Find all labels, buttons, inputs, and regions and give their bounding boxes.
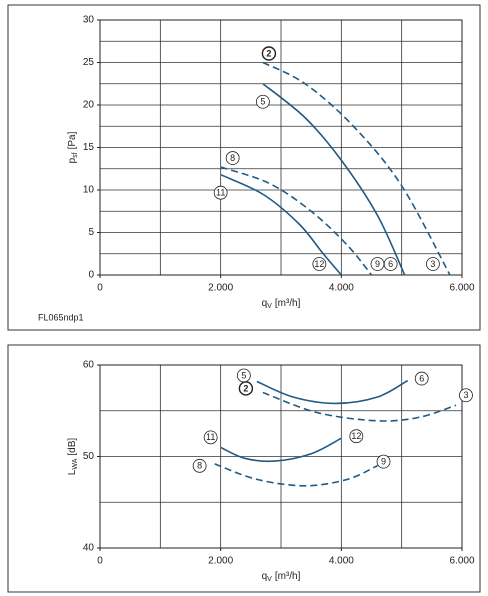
curve-label: 11 — [216, 188, 225, 198]
xlabel: qV [m³/h] — [262, 571, 301, 583]
curve-label-circle — [426, 257, 440, 271]
curve-label-circle — [225, 151, 240, 165]
panel-frame — [7, 344, 481, 593]
curve — [220, 166, 373, 276]
curve-label-circle — [414, 371, 429, 386]
x-tick-label: 2.000 — [208, 283, 233, 294]
curve-label: 8 — [230, 153, 235, 163]
ylabel-sub: WA — [72, 458, 79, 469]
curve-label: 2 — [266, 48, 271, 58]
y-tick-label: 0 — [88, 270, 94, 281]
curve-label: 8 — [197, 461, 202, 471]
curve-label: 3 — [430, 259, 435, 269]
xlabel-unit: [m³/h] — [275, 571, 301, 582]
figure-code: FL065ndp1 — [38, 312, 84, 322]
curve — [262, 61, 451, 276]
x-tick-label: 4.000 — [329, 283, 354, 294]
y-tick-label: 15 — [83, 142, 95, 153]
x-tick-label: 0 — [97, 556, 103, 567]
curve — [256, 379, 409, 405]
ylabel-unit: [Pa] — [67, 131, 78, 149]
ylabel-main: p — [67, 157, 78, 163]
y-tick-label: 25 — [83, 57, 95, 68]
y-tick-label: 20 — [83, 100, 95, 111]
curve-label-circle — [261, 46, 277, 61]
panel-frame — [7, 4, 481, 331]
curve-label-circle — [255, 94, 270, 109]
xlabel-sub: V — [267, 576, 272, 583]
curve-label: 3 — [463, 390, 468, 400]
curve-label-circle — [203, 430, 218, 445]
curve-label: 6 — [419, 373, 424, 383]
curve-label: 6 — [388, 259, 393, 269]
curve-label-circle — [349, 429, 364, 444]
curve-label-circle — [213, 185, 228, 200]
xlabel-main: q — [262, 298, 268, 309]
xlabel-unit: [m³/h] — [275, 298, 301, 309]
curve — [262, 83, 406, 276]
curve-label-circle — [459, 388, 473, 403]
curve-label: 5 — [241, 370, 246, 380]
y-tick-label: 30 — [83, 15, 95, 26]
curve-label: 2 — [243, 383, 248, 393]
xlabel: qV [m³/h] — [262, 298, 301, 310]
curve-label: 9 — [381, 457, 386, 467]
y-tick-label: 10 — [83, 185, 95, 196]
ylabel: psf [Pa] — [67, 131, 79, 163]
x-tick-label: 2.000 — [208, 556, 233, 567]
curve-label-circle — [370, 257, 385, 271]
curve-label: 5 — [260, 97, 265, 107]
curve-label-circle — [238, 381, 254, 396]
curve-label: 11 — [206, 432, 215, 442]
x-tick-label: 6.000 — [449, 556, 474, 567]
ylabel-main: L — [67, 469, 78, 475]
curve — [220, 437, 342, 463]
y-tick-label: 60 — [83, 360, 95, 371]
curve-label-circle — [376, 454, 391, 469]
curve-label: 12 — [314, 259, 324, 269]
x-tick-label: 0 — [97, 283, 103, 294]
x-tick-label: 4.000 — [329, 556, 354, 567]
y-tick-label: 50 — [83, 451, 95, 462]
curve — [214, 463, 378, 487]
curve-label-circle — [192, 458, 207, 473]
y-tick-label: 5 — [88, 227, 94, 238]
ylabel-sub: sf — [72, 152, 79, 158]
curve-label-circle — [312, 257, 327, 271]
ylabel-unit: [dB] — [67, 438, 78, 456]
curve — [220, 173, 342, 276]
xlabel-main: q — [262, 571, 268, 582]
ylabel: LWA [dB] — [67, 438, 79, 476]
xlabel-sub: V — [267, 303, 272, 310]
curve-label: 12 — [351, 431, 361, 441]
curve-label: 9 — [375, 259, 380, 269]
curve — [262, 391, 457, 422]
x-tick-label: 6.000 — [449, 283, 474, 294]
y-tick-label: 40 — [83, 543, 95, 554]
